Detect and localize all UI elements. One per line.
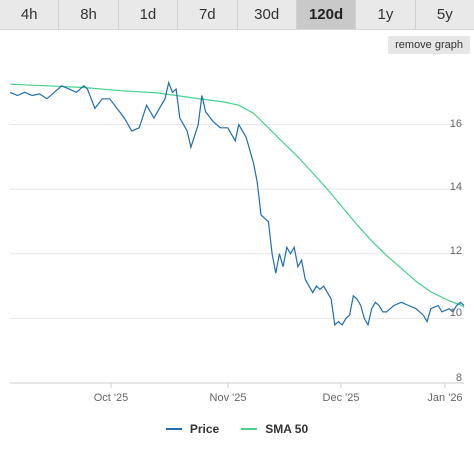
tab-4h[interactable]: 4h [0,0,60,29]
x-tick-label: Oct '25 [94,392,129,404]
price-legend-swatch [165,428,182,430]
legend-sma-label: SMA 50 [265,422,309,436]
legend-price-label: Price [189,422,220,436]
tab-30d[interactable]: 30d [238,0,297,29]
y-tick-label: 8 [456,372,462,384]
sma-50-line [9,83,465,308]
x-tick-label: Jan '26 [427,392,462,404]
sma-legend-swatch [241,428,258,430]
tab-1d[interactable]: 1d [119,0,179,29]
chart-grid [10,124,464,384]
x-tick-label: Nov '25 [210,392,247,404]
legend-item-price[interactable]: Price [165,422,220,436]
tab-120d[interactable]: 120d [296,0,357,29]
remove-graph-button[interactable]: remove graph [388,36,470,54]
y-axis-ticks: 8 10 12 14 16 [450,118,462,384]
tab-8h[interactable]: 8h [59,0,119,29]
time-range-tabs: 4h 8h 1d 7d 30d 120d 1y 5y [0,0,474,30]
tab-7d[interactable]: 7d [178,0,238,29]
chart-legend: Price SMA 50 [0,420,474,438]
y-tick-label: 10 [450,307,462,319]
legend-item-sma[interactable]: SMA 50 [241,422,308,436]
x-tick-label: Dec '25 [323,392,360,404]
y-tick-label: 16 [450,118,462,130]
x-axis-ticks: Oct '25 Nov '25 Dec '25 Jan '26 [94,383,463,404]
tab-5y[interactable]: 5y [436,6,453,23]
y-tick-label: 12 [450,245,462,257]
chart-series [9,80,465,327]
tab-1y[interactable]: 1y [356,0,416,29]
price-line [9,80,465,327]
y-tick-label: 14 [450,181,462,193]
